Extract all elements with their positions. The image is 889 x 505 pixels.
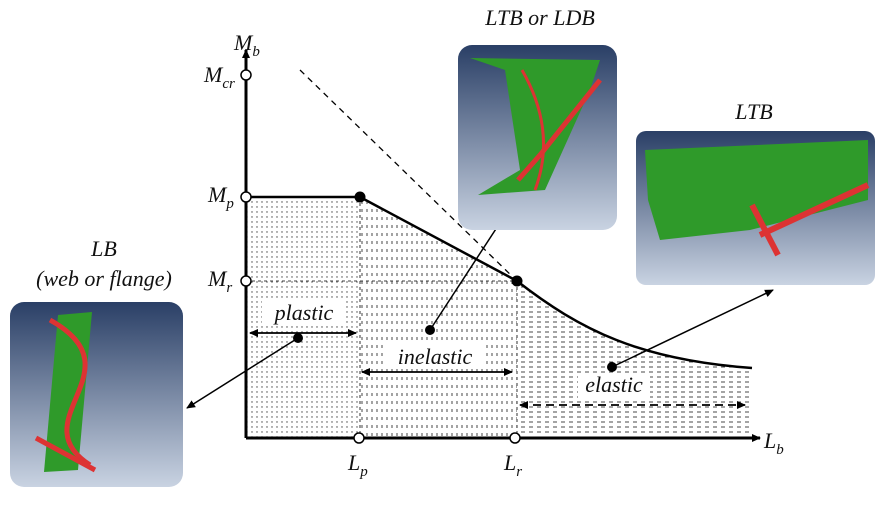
label-part: M bbox=[233, 30, 254, 55]
label-part: b bbox=[252, 44, 260, 60]
label-part: r bbox=[226, 280, 232, 296]
label-part: M bbox=[203, 62, 224, 87]
label-part: r bbox=[516, 464, 522, 480]
label-part: L bbox=[347, 450, 360, 475]
label-part: p bbox=[225, 196, 234, 212]
region-label: plastic bbox=[273, 300, 334, 325]
mr-label: Mr bbox=[207, 266, 232, 296]
lr-label: Lr bbox=[503, 450, 522, 480]
mp-label: Mp bbox=[207, 182, 234, 212]
x-axis-label: Lb bbox=[763, 428, 784, 458]
callout-title: LTB bbox=[734, 99, 772, 124]
diagram: Mb Lb Mcr Mp Mr Lp Lr plastic inelastic … bbox=[0, 0, 889, 505]
fe-image-ltb-ldb bbox=[458, 45, 617, 230]
label-part: b bbox=[776, 442, 784, 458]
callout-title: LTB or LDB bbox=[484, 5, 595, 30]
label-part: M bbox=[207, 266, 228, 291]
label-part: p bbox=[359, 464, 368, 480]
region-label: inelastic bbox=[398, 344, 473, 369]
lp-label: Lp bbox=[347, 450, 368, 480]
region-label: elastic bbox=[585, 372, 643, 397]
elastic-zone bbox=[517, 281, 752, 438]
callout-title: LB bbox=[90, 236, 117, 261]
label-part: L bbox=[503, 450, 516, 475]
mcr-label: Mcr bbox=[203, 62, 235, 92]
label-part: M bbox=[207, 182, 228, 207]
fe-image-lb bbox=[10, 302, 183, 487]
label-part: L bbox=[763, 428, 776, 453]
label-part: cr bbox=[222, 76, 235, 92]
fe-image-ltb bbox=[636, 131, 875, 285]
callout-subtitle: (web or flange) bbox=[36, 266, 172, 291]
